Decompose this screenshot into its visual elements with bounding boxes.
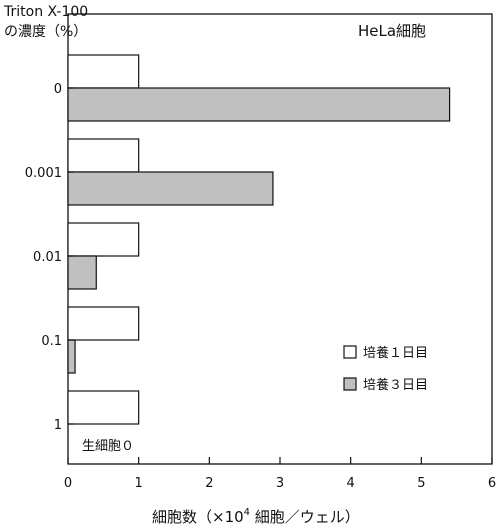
x-tick-label: 4 [347,476,355,491]
x-tick-label: 5 [417,476,425,491]
y-axis-label-line1: Triton X-100 [3,4,88,20]
x-tick-label: 6 [488,476,496,491]
legend-label: 培養３日目 [363,377,428,393]
legend-label: 培養１日目 [363,345,428,361]
y-tick-label: 0.001 [25,166,62,181]
y-tick-label: 0.1 [41,334,62,349]
bar [67,54,140,89]
annotation-live-cells-zero: 生細胞０ [82,439,134,454]
bar [67,339,76,374]
y-tick-label: 0 [54,82,62,97]
legend-swatch [343,377,357,391]
bar [67,390,140,425]
bar [67,138,140,173]
y-tick-label: 1 [54,418,62,433]
bar [67,306,140,341]
x-tick-label: 3 [276,476,284,491]
x-axis-label: 細胞数（×104 細胞／ウェル） [152,507,360,526]
bar [67,87,451,122]
x-tick-label: 2 [205,476,213,491]
bar [67,222,140,257]
legend-swatch [343,345,357,359]
x-tick-label: 1 [135,476,143,491]
bar [67,255,97,290]
chart-title: HeLa細胞 [358,22,426,40]
y-axis-label-line2: の濃度（%） [4,24,87,40]
y-tick-label: 0.01 [33,250,62,265]
bar [67,171,274,206]
x-tick-label: 0 [64,476,72,491]
